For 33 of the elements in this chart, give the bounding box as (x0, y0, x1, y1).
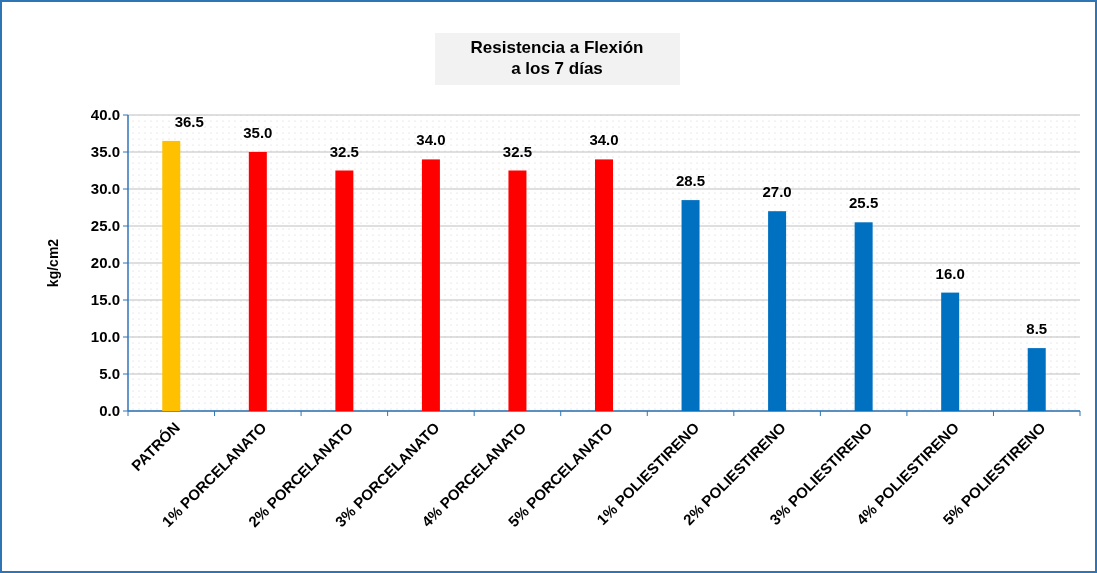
y-tick-label: 35.0 (90, 143, 120, 161)
y-tick-label: 30.0 (90, 180, 120, 198)
bar (941, 292, 960, 411)
y-axis-title: kg/cm2 (45, 238, 61, 288)
bar (248, 152, 267, 411)
bar (1027, 348, 1046, 411)
bar (335, 170, 354, 411)
data-label: 36.5 (174, 112, 204, 130)
bar (162, 140, 181, 411)
data-label: 28.5 (675, 172, 706, 190)
bar (595, 159, 613, 411)
y-tick-label: 20.0 (90, 254, 120, 272)
data-label: 35.0 (243, 124, 273, 141)
data-label: 27.0 (762, 183, 792, 201)
data-label: 32.5 (329, 142, 359, 160)
y-tick-label: 40.0 (90, 106, 120, 124)
data-label: 32.5 (502, 142, 533, 160)
data-label: 34.0 (589, 131, 619, 149)
bar (854, 222, 873, 411)
y-tick-label: 0.0 (99, 402, 120, 420)
y-tick-label: 5.0 (99, 365, 120, 383)
data-label: 8.5 (1026, 320, 1048, 338)
bar (508, 170, 527, 411)
data-label: 16.0 (935, 264, 965, 282)
bar (681, 200, 700, 411)
bar (421, 159, 440, 411)
chart-title: Resistencia a Flexión a los 7 días (470, 38, 644, 78)
bar (768, 211, 787, 411)
y-tick-label: 15.0 (90, 291, 120, 309)
data-label: 34.0 (416, 131, 446, 149)
data-label: 25.5 (849, 194, 879, 212)
y-tick-label: 25.0 (90, 217, 120, 235)
y-tick-label: 10.0 (90, 328, 120, 346)
